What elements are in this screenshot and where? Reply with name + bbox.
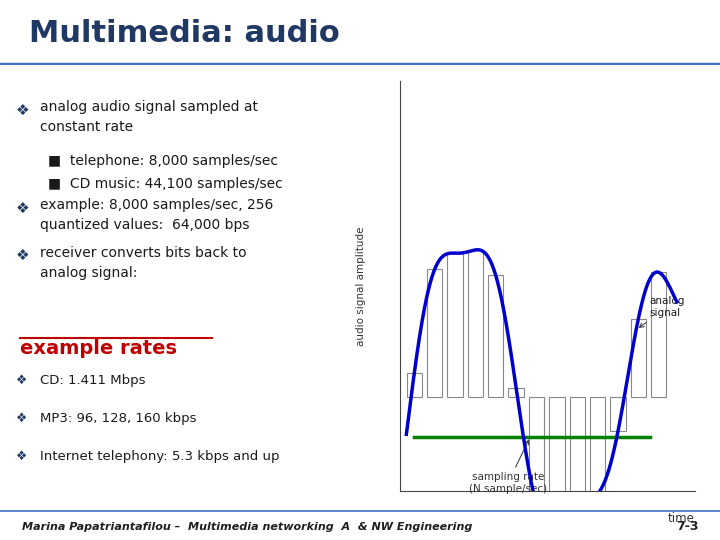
- Text: example rates: example rates: [20, 339, 177, 358]
- Bar: [468, 250, 483, 397]
- Bar: [590, 397, 606, 494]
- Text: ❖: ❖: [16, 413, 27, 426]
- Bar: [552, 514, 562, 527]
- Bar: [528, 397, 544, 505]
- Text: CD: 1.411 Mbps: CD: 1.411 Mbps: [40, 374, 145, 387]
- Text: ■  CD music: 44,100 samples/sec: ■ CD music: 44,100 samples/sec: [48, 177, 283, 191]
- Text: ❖: ❖: [16, 201, 30, 215]
- Text: MP3: 96, 128, 160 kbps: MP3: 96, 128, 160 kbps: [40, 413, 197, 426]
- Text: ❖: ❖: [16, 248, 30, 264]
- Text: ■  telephone: 8,000 samples/sec: ■ telephone: 8,000 samples/sec: [48, 154, 278, 168]
- Bar: [631, 319, 646, 397]
- Bar: [549, 397, 564, 527]
- Bar: [570, 397, 585, 505]
- Text: ❖: ❖: [16, 103, 30, 118]
- Text: receiver converts bits back to
analog signal:: receiver converts bits back to analog si…: [40, 246, 246, 280]
- Bar: [427, 269, 442, 397]
- Text: ❖: ❖: [16, 450, 27, 463]
- Text: Marina Papatriantafilou –  Multimedia networking  A  & NW Engineering: Marina Papatriantafilou – Multimedia net…: [22, 522, 472, 532]
- Text: analog
signal: analog signal: [639, 296, 685, 327]
- Text: 7-3: 7-3: [676, 520, 698, 533]
- Text: sampling rate
(N sample/sec): sampling rate (N sample/sec): [469, 440, 546, 494]
- Bar: [508, 388, 523, 397]
- Text: time: time: [668, 512, 695, 525]
- Text: quantization
error: quantization error: [0, 539, 1, 540]
- Bar: [447, 253, 463, 397]
- Bar: [407, 373, 422, 397]
- Bar: [611, 397, 626, 431]
- Bar: [488, 275, 503, 397]
- Bar: [651, 272, 667, 397]
- Text: analog audio signal sampled at
constant rate: analog audio signal sampled at constant …: [40, 100, 258, 134]
- Text: Multimedia: audio: Multimedia: audio: [29, 19, 340, 49]
- Text: quantized
value of
analog value: quantized value of analog value: [0, 539, 1, 540]
- Text: audio signal amplitude: audio signal amplitude: [356, 226, 366, 346]
- Text: ❖: ❖: [16, 374, 27, 387]
- Text: Internet telephony: 5.3 kbps and up: Internet telephony: 5.3 kbps and up: [40, 450, 279, 463]
- Text: example: 8,000 samples/sec, 256
quantized values:  64,000 bps: example: 8,000 samples/sec, 256 quantize…: [40, 199, 274, 232]
